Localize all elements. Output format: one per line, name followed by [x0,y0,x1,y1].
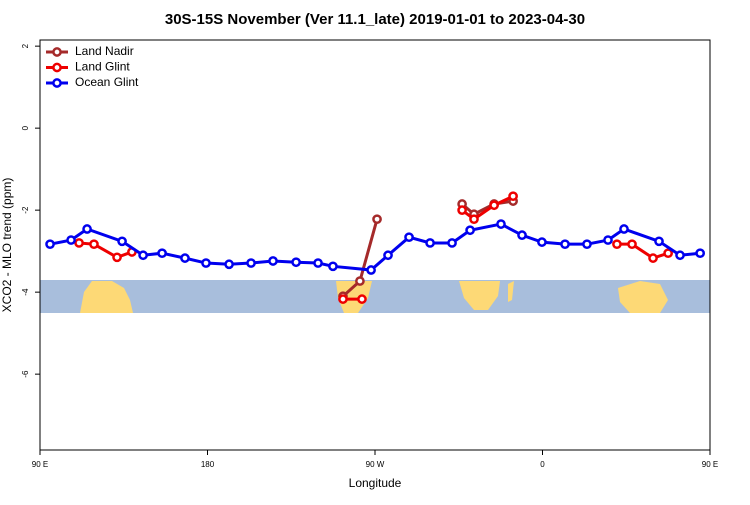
point [447,238,457,248]
point [201,258,211,268]
y-tick-label: -2 [21,206,30,214]
point [508,191,518,202]
legend-label: Land Glint [75,60,130,74]
point [355,276,365,286]
point [357,294,367,304]
series-line [616,242,669,260]
point [89,239,99,250]
point [582,239,592,250]
legend-marker [52,62,62,73]
point [366,265,376,275]
ocean-strip [40,280,710,313]
point [663,248,673,259]
point [372,214,382,225]
point [517,230,527,241]
point [180,253,190,263]
x-tick-label: 0 [540,460,545,469]
point [246,258,256,268]
point [383,250,393,261]
series-line [461,194,514,222]
land [336,281,372,313]
point [465,225,475,236]
chart-title: 30S-15S November (Ver 11.1_late) 2019-01… [165,11,585,28]
legend-label: Land Nadir [75,44,134,58]
point [612,239,622,250]
x-tick-label: 90 W [366,460,385,469]
y-tick-label: -6 [21,370,30,378]
point [338,294,348,304]
legend-marker [52,47,62,57]
point [425,238,435,248]
point [313,258,323,268]
point [496,219,506,229]
land [459,281,500,310]
series-line [78,241,133,259]
map-strip [40,280,710,313]
point [537,237,547,247]
point [404,232,414,243]
x-tick-label: 90 E [32,460,48,469]
point [291,257,301,268]
legend-label: Ocean Glint [75,75,139,89]
point [654,236,664,247]
point [489,200,499,211]
x-tick-label: 90 E [702,460,718,469]
x-axis-label: Longitude [349,476,402,490]
point [695,248,705,259]
y-axis-label: XCO2 - MLO trend (ppm) [0,178,14,313]
point [66,235,76,245]
point [138,250,148,261]
y-tick-label: -4 [21,288,30,296]
point [74,238,84,248]
point [675,250,685,261]
point [603,235,613,245]
point [82,224,92,234]
land [508,281,514,302]
point [328,261,338,272]
point [157,248,167,259]
point [560,239,570,250]
point [224,259,234,270]
legend-marker [52,78,62,88]
point [619,224,629,234]
series-line [461,199,514,217]
y-tick-label: 2 [21,43,30,48]
x-tick-label: 180 [201,460,215,469]
y-tick-label: 0 [21,125,30,130]
point [117,236,127,247]
point [627,239,637,250]
land [80,281,133,313]
point [268,256,278,266]
point [457,205,467,215]
point [648,253,658,263]
point [45,239,55,250]
point [469,214,479,225]
land [618,281,668,313]
point [112,252,122,263]
